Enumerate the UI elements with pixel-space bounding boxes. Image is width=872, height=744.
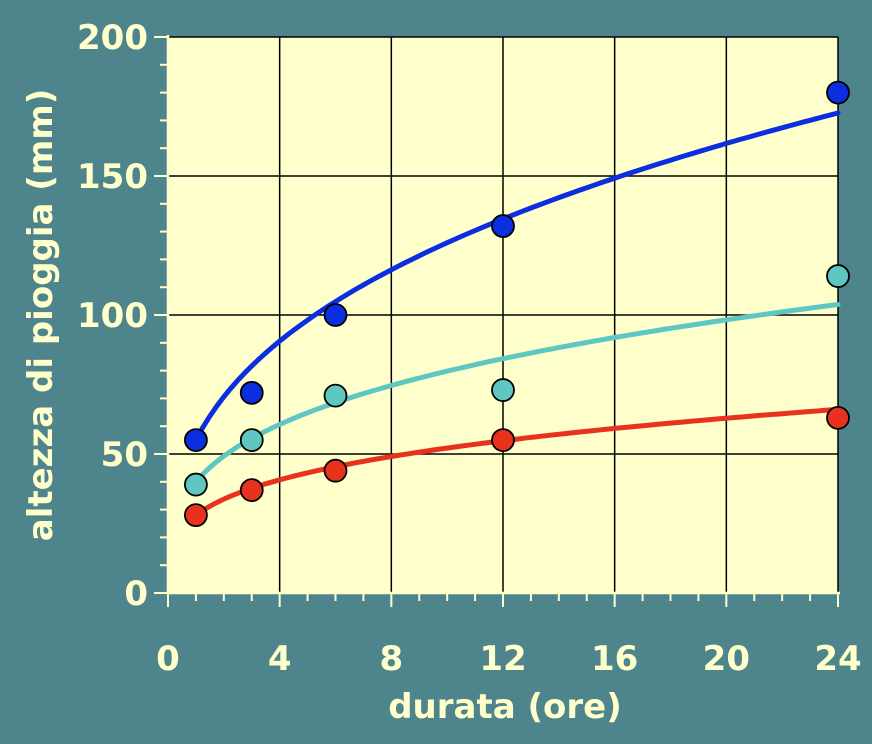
y-tick-labels: 0 50 100 150 200	[77, 18, 148, 614]
data-points	[184, 80, 850, 528]
x-tick-labels: 0 4 8 12 16 20 24	[156, 639, 862, 679]
y-tick-label: 50	[101, 435, 148, 475]
y-tick-label: 150	[77, 157, 148, 197]
y-tick-label: 200	[77, 18, 148, 58]
data-point	[491, 428, 515, 453]
y-axis-title: altezza di pioggia (mm)	[21, 89, 61, 542]
x-tick-label: 8	[379, 639, 403, 679]
data-point	[184, 503, 208, 528]
data-point	[491, 378, 515, 402]
y-tick-label: 100	[77, 296, 148, 336]
x-tick-label: 12	[479, 639, 526, 679]
x-tick-label: 4	[268, 639, 292, 679]
data-point	[239, 428, 264, 453]
y-tick-label: 0	[124, 574, 148, 614]
data-point	[184, 428, 208, 453]
x-tick-label: 20	[703, 639, 750, 679]
data-point	[323, 303, 348, 327]
data-point	[826, 405, 850, 430]
data-point	[491, 214, 515, 238]
data-point	[239, 380, 264, 405]
trend-curve	[193, 302, 841, 485]
data-point	[323, 458, 348, 483]
x-axis-title: durata (ore)	[388, 687, 622, 727]
x-tick-label: 0	[156, 639, 180, 679]
data-point	[826, 80, 850, 105]
data-point	[826, 264, 850, 288]
data-point	[239, 478, 264, 503]
grid	[168, 36, 839, 593]
trend-curves	[193, 110, 841, 518]
data-point	[323, 383, 348, 408]
axes	[154, 35, 840, 607]
trend-curve	[193, 406, 841, 518]
x-tick-label: 16	[591, 639, 638, 679]
trend-curve	[193, 110, 841, 443]
x-tick-label: 24	[814, 639, 861, 679]
data-point	[184, 472, 208, 497]
